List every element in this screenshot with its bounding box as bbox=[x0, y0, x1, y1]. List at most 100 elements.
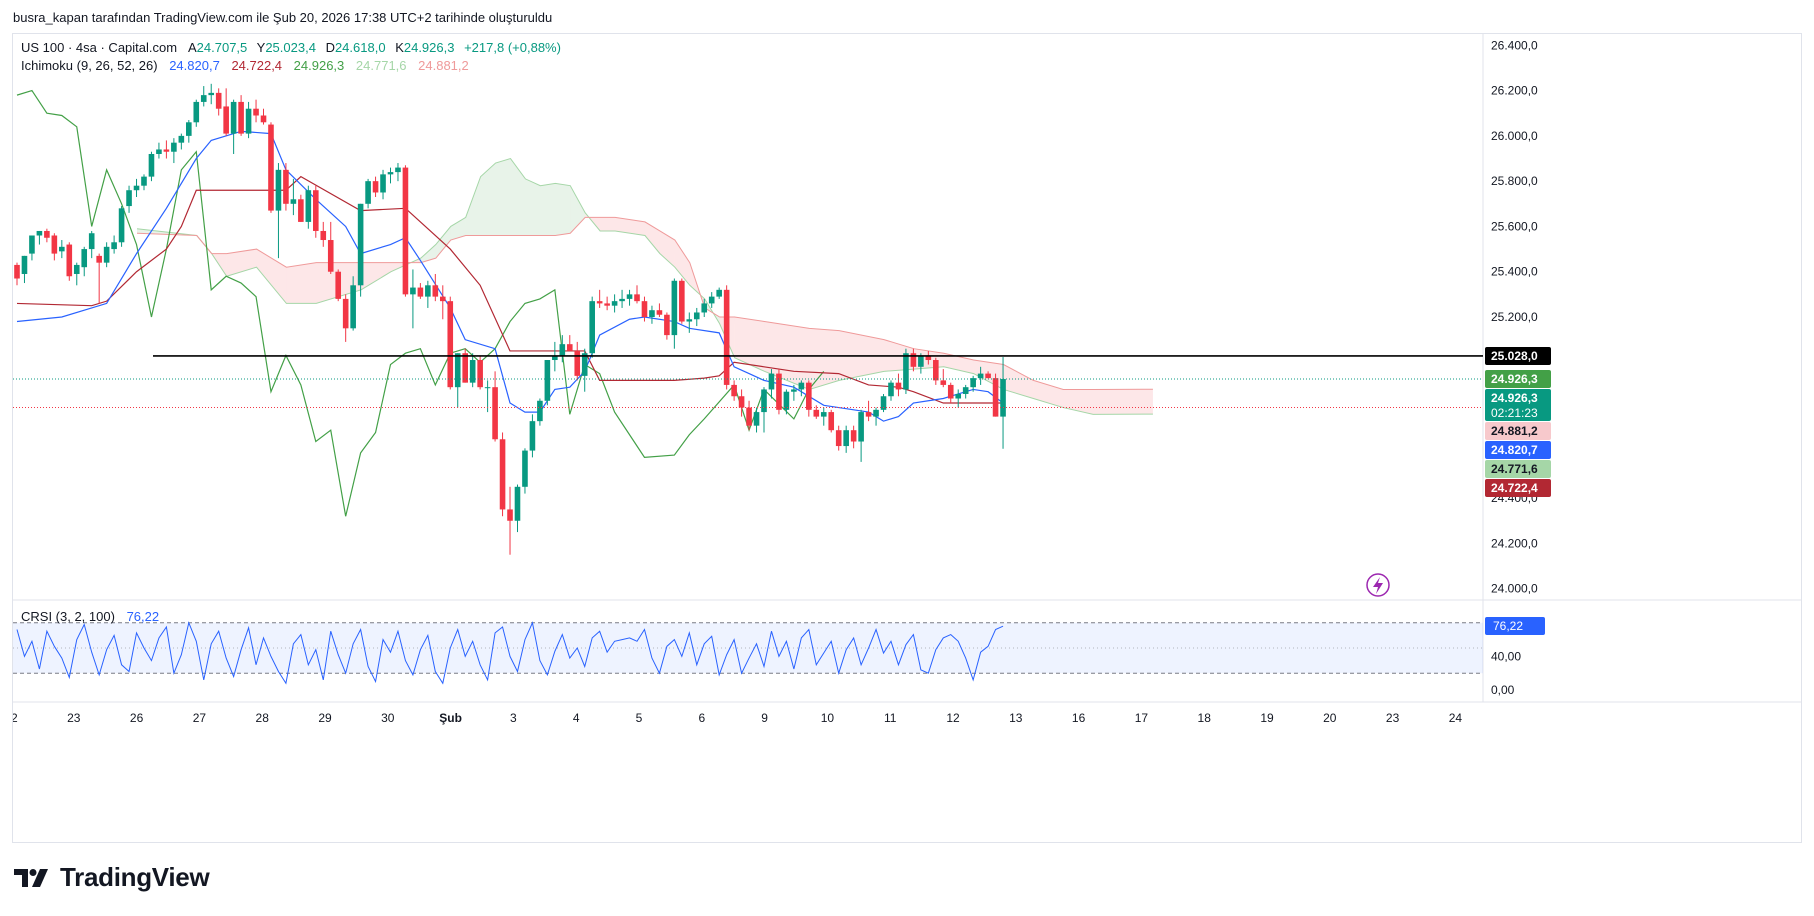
candle bbox=[507, 486, 513, 555]
candle bbox=[59, 240, 65, 259]
price-axis-label: 26.200,0 bbox=[1491, 84, 1538, 98]
crsi-line bbox=[16, 621, 1004, 685]
candle bbox=[634, 285, 640, 304]
crsi-axis-label: 40,00 bbox=[1491, 649, 1521, 663]
tradingview-logo-icon bbox=[14, 868, 48, 887]
candle bbox=[118, 206, 125, 247]
candle bbox=[910, 348, 917, 372]
svg-text:24.771,6: 24.771,6 bbox=[1491, 462, 1538, 476]
crsi-pane bbox=[13, 621, 1483, 685]
change-value: +217,8 (+0,88%) bbox=[464, 40, 561, 55]
candle bbox=[865, 400, 872, 422]
cloud-segment bbox=[495, 158, 511, 236]
time-axis-label: 23 bbox=[1386, 711, 1400, 725]
candle bbox=[133, 178, 140, 198]
time-axis-label: 29 bbox=[318, 711, 332, 725]
candle bbox=[469, 353, 476, 388]
lightning-icon[interactable] bbox=[1366, 573, 1390, 597]
candle bbox=[156, 142, 162, 159]
candle bbox=[641, 296, 648, 322]
candle bbox=[66, 242, 73, 281]
candle bbox=[880, 393, 887, 413]
lagging-span-line bbox=[16, 89, 825, 517]
candle bbox=[268, 122, 274, 213]
tradingview-logo[interactable]: TradingView bbox=[14, 862, 210, 893]
close-label: K bbox=[395, 40, 404, 55]
candle bbox=[985, 371, 991, 379]
cloud-segment bbox=[615, 217, 645, 236]
candle bbox=[335, 269, 342, 302]
candle bbox=[544, 360, 551, 406]
svg-text:76,22: 76,22 bbox=[1493, 619, 1523, 633]
candle bbox=[626, 289, 633, 306]
cloud-segment bbox=[600, 217, 616, 231]
candle bbox=[529, 414, 536, 458]
candle bbox=[813, 405, 820, 419]
time-axis-label: 6 bbox=[698, 711, 705, 725]
cloud-segment bbox=[809, 328, 840, 390]
price-tag: 24.881,2 bbox=[1485, 421, 1551, 440]
candle bbox=[230, 99, 237, 154]
candle bbox=[589, 296, 595, 358]
price-axis-label: 25.800,0 bbox=[1491, 174, 1538, 188]
candle bbox=[768, 369, 775, 399]
chart-container[interactable]: 26.400,0 26.200,0 26.000,0 25.800,0 25.600,0… bbox=[4, 33, 1802, 843]
svg-text:25.028,0: 25.028,0 bbox=[1491, 349, 1538, 363]
candle bbox=[417, 283, 424, 299]
svg-text:02:21:23: 02:21:23 bbox=[1491, 406, 1538, 420]
time-axis-label: 12 bbox=[946, 711, 960, 725]
candle bbox=[484, 380, 491, 413]
candle bbox=[933, 357, 939, 385]
cloud-segment bbox=[420, 244, 436, 263]
candle bbox=[395, 163, 401, 182]
lagging-value: 24.926,3 bbox=[294, 58, 345, 73]
candle bbox=[245, 101, 252, 139]
svg-text:24.722,4: 24.722,4 bbox=[1491, 481, 1538, 495]
candle bbox=[708, 292, 715, 308]
candle bbox=[36, 230, 43, 245]
candle bbox=[574, 341, 581, 381]
candle bbox=[679, 278, 685, 324]
cloud-segment bbox=[644, 221, 660, 254]
candle bbox=[753, 407, 760, 433]
candle bbox=[447, 296, 454, 390]
time-axis-label: 28 bbox=[256, 711, 270, 725]
price-axis-label: 25.400,0 bbox=[1491, 265, 1538, 279]
time-axis-label: 4 bbox=[573, 711, 580, 725]
candle bbox=[604, 296, 610, 311]
time-axis-label: 3 bbox=[510, 711, 517, 725]
high-label: Y bbox=[257, 40, 266, 55]
candle bbox=[387, 167, 394, 184]
candle bbox=[873, 407, 879, 426]
conversion-line bbox=[16, 130, 1004, 422]
time-axis-label: 11 bbox=[884, 711, 897, 725]
svg-text:24.881,2: 24.881,2 bbox=[1491, 424, 1538, 438]
candle bbox=[656, 303, 663, 317]
candle bbox=[275, 163, 282, 259]
crsi-label: CRSI (3, 2, 100) bbox=[21, 609, 115, 624]
candle bbox=[425, 280, 431, 308]
candle bbox=[372, 176, 379, 198]
candle bbox=[955, 389, 962, 408]
cloud-segment bbox=[1003, 364, 1034, 399]
candle bbox=[888, 380, 894, 401]
candle bbox=[193, 99, 200, 127]
candle bbox=[820, 407, 827, 426]
close-value: 24.926,3 bbox=[404, 40, 455, 55]
span-b-value: 24.881,2 bbox=[418, 58, 469, 73]
time-axis-label: 27 bbox=[193, 711, 207, 725]
span-b-line bbox=[136, 216, 1153, 390]
price-axis-label: 26.000,0 bbox=[1491, 129, 1538, 143]
time-axis-label: 22 bbox=[13, 711, 18, 725]
candle bbox=[126, 185, 132, 213]
time-axis-label: 10 bbox=[821, 711, 835, 725]
candle bbox=[596, 289, 603, 308]
candle bbox=[962, 384, 969, 399]
conversion-value: 24.820,7 bbox=[169, 58, 220, 73]
candle bbox=[693, 307, 700, 327]
candle bbox=[103, 242, 110, 268]
candle bbox=[835, 425, 842, 451]
cloud-segment bbox=[450, 217, 466, 241]
candle bbox=[73, 262, 80, 286]
candle bbox=[992, 373, 999, 417]
